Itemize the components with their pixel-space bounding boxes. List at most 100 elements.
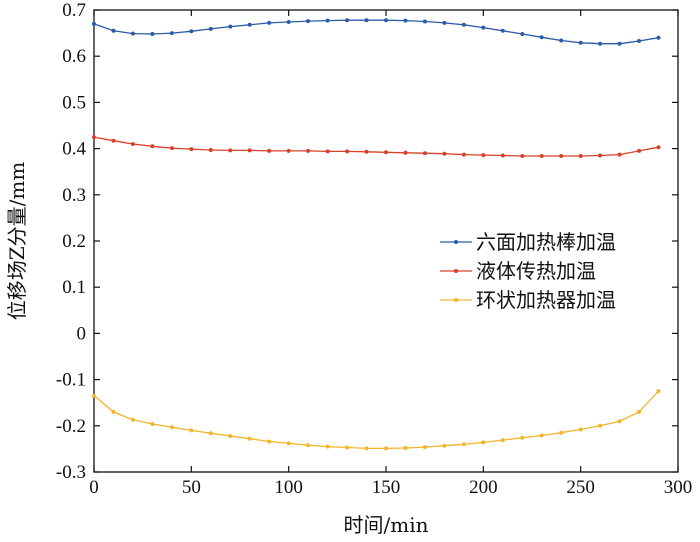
data-point xyxy=(442,151,447,156)
data-point xyxy=(92,135,96,140)
x-axis: 0 50 100 150 200 250 300 xyxy=(89,10,692,498)
y-tick-label: 0 xyxy=(77,323,87,344)
data-point xyxy=(150,422,155,426)
data-point xyxy=(520,32,525,36)
data-point xyxy=(442,20,447,25)
data-point xyxy=(92,21,96,26)
data-point xyxy=(422,445,427,450)
data-point xyxy=(306,19,311,24)
data-point xyxy=(111,138,116,143)
data-point xyxy=(208,148,213,152)
legend-marker xyxy=(454,240,458,244)
data-point xyxy=(656,389,661,394)
series-3 xyxy=(92,389,661,451)
data-point xyxy=(559,38,564,43)
series-line xyxy=(93,136,659,157)
data-point xyxy=(345,445,350,450)
data-point xyxy=(189,29,194,34)
data-point xyxy=(364,149,369,154)
series-layer xyxy=(92,18,661,451)
data-point xyxy=(481,25,486,30)
data-point xyxy=(228,148,233,153)
data-point xyxy=(189,428,194,433)
y-tick-label: 0.2 xyxy=(62,231,86,252)
data-point xyxy=(169,31,174,36)
data-point xyxy=(267,148,272,153)
series-line xyxy=(93,390,659,450)
data-point xyxy=(169,425,174,430)
data-point xyxy=(267,20,272,25)
data-point xyxy=(286,441,291,446)
data-point xyxy=(461,22,466,27)
data-point xyxy=(384,446,388,451)
data-point xyxy=(422,19,427,24)
data-point xyxy=(364,446,369,451)
legend-marker xyxy=(454,298,458,302)
data-point xyxy=(617,419,622,424)
data-point xyxy=(598,153,603,158)
x-tick-label: 200 xyxy=(469,477,498,498)
data-point xyxy=(578,154,583,158)
data-point xyxy=(247,436,252,441)
x-tick-label: 100 xyxy=(274,477,303,498)
x-tick-label: 50 xyxy=(182,477,201,498)
data-point xyxy=(150,32,155,36)
data-point xyxy=(500,438,505,443)
legend-item: 液体传热加温 xyxy=(440,259,596,283)
data-point xyxy=(228,434,233,438)
data-point xyxy=(384,150,388,155)
series-line xyxy=(93,19,659,45)
data-point xyxy=(617,152,622,157)
data-point xyxy=(92,393,96,398)
legend-item: 环状加热器加温 xyxy=(440,288,616,312)
data-point xyxy=(325,149,330,154)
data-point xyxy=(306,443,311,448)
data-point xyxy=(539,154,544,158)
data-point xyxy=(578,40,583,45)
data-point xyxy=(306,148,311,153)
legend-label: 液体传热加温 xyxy=(476,259,596,283)
y-tick-label: 0.6 xyxy=(62,46,86,67)
data-point xyxy=(656,145,661,150)
data-point xyxy=(598,41,603,46)
data-point xyxy=(403,18,408,23)
x-tick-label: 0 xyxy=(89,477,99,498)
data-point xyxy=(150,144,155,149)
data-point xyxy=(403,150,408,155)
y-tick-label: 0.4 xyxy=(62,139,86,160)
data-point xyxy=(520,154,525,158)
x-tick-label: 300 xyxy=(664,477,693,498)
data-point xyxy=(656,35,661,40)
data-point xyxy=(384,18,388,23)
data-point xyxy=(228,24,233,29)
data-point xyxy=(247,22,252,27)
data-point xyxy=(637,148,642,153)
data-point xyxy=(559,154,564,158)
y-tick-label: 0.5 xyxy=(62,92,86,113)
data-point xyxy=(130,142,135,146)
y-tick-label: 0.7 xyxy=(62,0,86,21)
data-point xyxy=(539,433,544,438)
data-point xyxy=(286,20,291,24)
x-tick-label: 250 xyxy=(566,477,595,498)
legend-marker xyxy=(454,269,458,273)
data-point xyxy=(111,28,116,33)
data-point xyxy=(500,28,505,33)
data-point xyxy=(637,39,642,43)
x-tick-label: 150 xyxy=(372,477,401,498)
data-point xyxy=(500,153,505,158)
data-point xyxy=(345,149,350,154)
data-point xyxy=(189,147,194,152)
data-point xyxy=(169,146,174,151)
data-point xyxy=(481,153,486,158)
data-point xyxy=(539,35,544,40)
data-point xyxy=(559,430,564,435)
legend-item: 六面加热棒加温 xyxy=(440,230,616,254)
series-1 xyxy=(92,18,661,46)
y-tick-label: -0.2 xyxy=(56,416,86,437)
data-point xyxy=(208,431,213,436)
y-axis: 0.7 0.6 0.5 0.4 0.3 0.2 0.1 0 -0.1 -0.2 -0.3 xyxy=(56,0,678,483)
data-point xyxy=(111,409,116,414)
data-point xyxy=(461,152,466,157)
